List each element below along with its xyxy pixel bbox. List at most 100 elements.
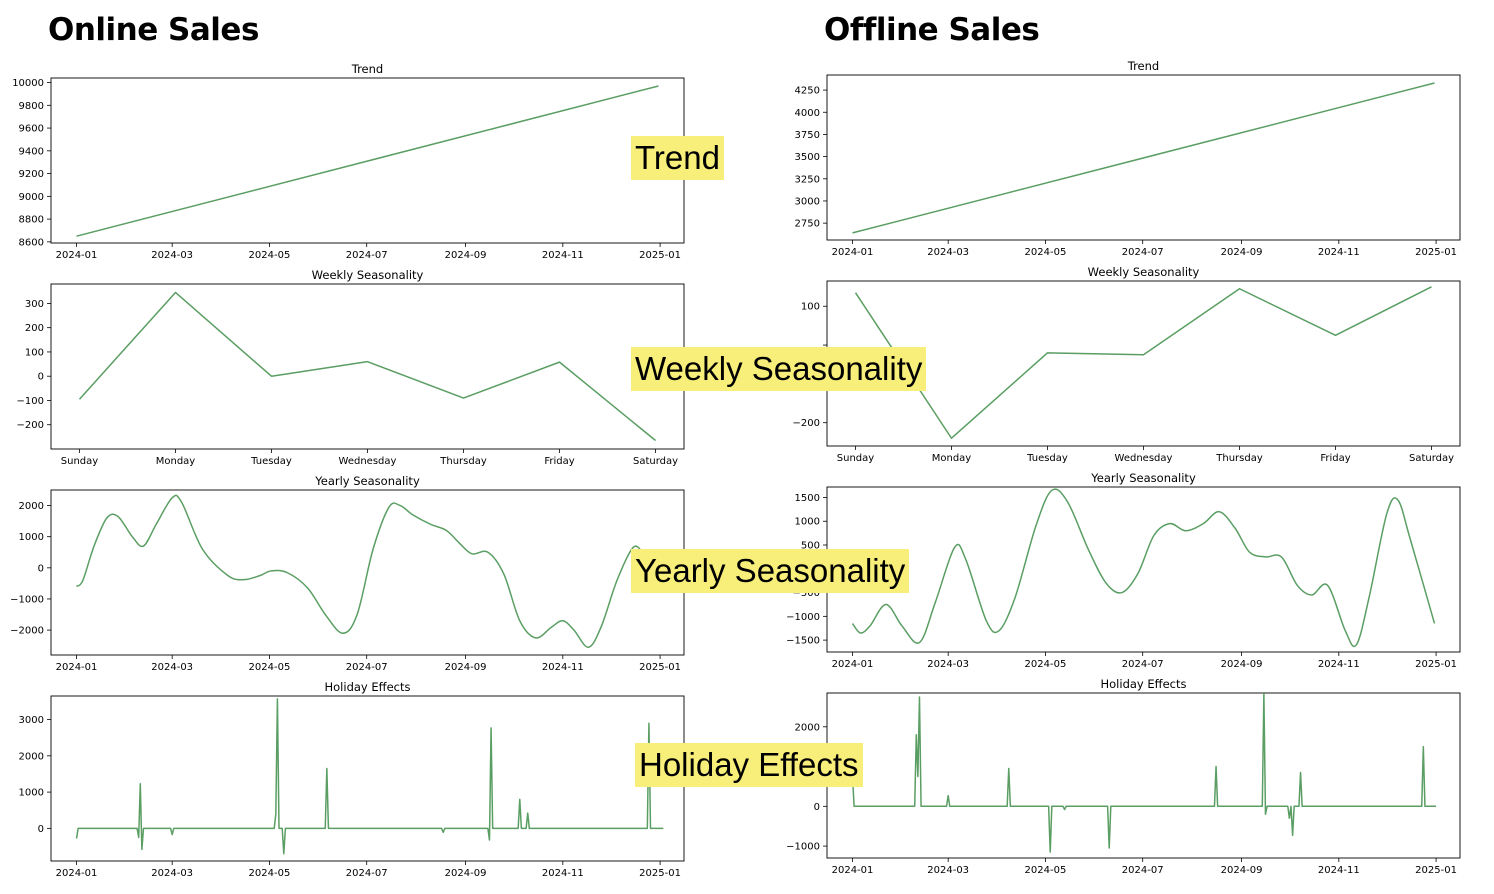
- x-tick-label: Wednesday: [1115, 453, 1173, 464]
- y-tick-label: 8600: [19, 237, 44, 248]
- x-tick-label: 2024-07: [1122, 659, 1164, 670]
- x-tick-label: 2024-01: [56, 250, 98, 261]
- y-tick-label: 1000: [795, 517, 820, 528]
- y-tick-label: −1000: [786, 842, 820, 853]
- y-tick-label: 0: [38, 824, 44, 835]
- y-tick-label: 500: [801, 541, 820, 552]
- x-tick-label: 2024-03: [151, 868, 193, 879]
- x-tick-label: 2024-03: [927, 247, 969, 258]
- x-tick-label: 2024-03: [151, 250, 193, 261]
- y-tick-label: 300: [25, 299, 44, 310]
- x-tick-label: Saturday: [633, 456, 678, 467]
- x-tick-label: 2024-09: [445, 662, 487, 673]
- series-line: [850, 693, 1437, 853]
- x-tick-label: 2024-01: [56, 868, 98, 879]
- y-tick-label: 9800: [19, 101, 44, 112]
- x-tick-label: 2025-01: [639, 662, 681, 673]
- online-holiday-chart: Holiday Effects 0 1000 2000 3000 2024-01 2024-…: [19, 680, 685, 879]
- x-tick-label: Sunday: [61, 456, 98, 467]
- chart-title: Holiday Effects: [325, 680, 411, 694]
- y-tick-label: 4250: [795, 86, 820, 97]
- plot-frame: [826, 74, 1461, 241]
- offline-holiday-chart: Holiday Effects−10000100020002024-012024…: [786, 677, 1461, 876]
- x-tick-label: 2024-05: [1025, 865, 1067, 876]
- y-tick-label: 4000: [795, 108, 820, 119]
- x-tick-label: 2024-11: [1318, 659, 1360, 670]
- y-tick-label: 2000: [19, 751, 44, 762]
- plot-frame: [50, 283, 685, 450]
- x-tick-label: 2024-05: [1025, 247, 1067, 258]
- x-tick-label: 2024-11: [542, 250, 584, 261]
- x-tick-label: Wednesday: [339, 456, 397, 467]
- chart-title: Weekly Seasonality: [1088, 265, 1200, 279]
- y-tick-label: 100: [25, 347, 44, 358]
- x-tick-label: 2024-11: [1318, 247, 1360, 258]
- series-line: [854, 286, 1432, 439]
- x-tick-label: Monday: [156, 456, 196, 467]
- y-tick-label: 10000: [12, 78, 44, 89]
- y-tick-label: 9600: [19, 124, 44, 135]
- chart-title: Holiday Effects: [1101, 677, 1187, 691]
- series-line: [76, 85, 659, 237]
- y-tick-label: 1000: [19, 532, 44, 543]
- x-tick-label: 2024-05: [249, 662, 291, 673]
- y-tick-label: 0: [38, 372, 44, 383]
- x-tick-label: 2024-03: [151, 662, 193, 673]
- x-tick-label: 2025-01: [639, 868, 681, 879]
- x-tick-label: 2024-05: [249, 250, 291, 261]
- x-tick-label: Sunday: [837, 453, 874, 464]
- series-line: [75, 494, 644, 648]
- x-tick-label: 2024-07: [1122, 247, 1164, 258]
- weekly-seasonality-callout: Weekly Seasonality: [631, 347, 927, 391]
- y-tick-label: 3000: [795, 196, 820, 207]
- x-tick-label: 2024-11: [1318, 865, 1360, 876]
- offline-trend-chart: Trend 2750 3000 3250 3500 3750 4000 4250 2024-01…: [795, 59, 1461, 258]
- x-tick-label: 2024-01: [56, 662, 98, 673]
- online-weekly-chart: Weekly Seasonality −200 −100 0 100 200 300 Sund…: [17, 268, 685, 467]
- y-tick-label: 3000: [19, 715, 44, 726]
- online-trend-chart: Trend 8600 8800 9000 9200 9400 9600 9800 10000 20…: [12, 62, 685, 261]
- x-tick-label: 2025-01: [639, 250, 681, 261]
- y-tick-label: 1000: [19, 788, 44, 799]
- x-tick-label: Saturday: [1409, 453, 1454, 464]
- y-tick-label: −500: [793, 588, 820, 599]
- y-tick-label: 2000: [795, 722, 820, 733]
- y-tick-label: 3250: [795, 174, 820, 185]
- y-tick-label: 2750: [795, 219, 820, 230]
- x-tick-label: 2024-07: [346, 250, 388, 261]
- y-tick-label: −200: [17, 420, 44, 431]
- online-sales-heading: Online Sales: [48, 12, 259, 48]
- trend-callout: Trend: [631, 136, 724, 180]
- chart-title: Trend: [1127, 59, 1159, 73]
- x-tick-label: 2025-01: [1415, 247, 1457, 258]
- y-tick-label: 9400: [19, 146, 44, 157]
- y-tick-label: 200: [25, 323, 44, 334]
- y-tick-label: 9000: [19, 192, 44, 203]
- y-tick-label: −1500: [786, 636, 820, 647]
- x-tick-label: 2024-01: [832, 659, 874, 670]
- plot-frame: [826, 486, 1461, 653]
- y-tick-label: 0: [38, 563, 44, 574]
- x-tick-label: 2024-11: [542, 662, 584, 673]
- x-tick-label: Thursday: [1215, 453, 1263, 464]
- y-tick-label: −100: [17, 396, 44, 407]
- x-tick-label: 2024-03: [927, 659, 969, 670]
- x-tick-label: 2024-09: [445, 250, 487, 261]
- plot-frame: [50, 695, 685, 862]
- x-tick-label: Friday: [544, 456, 574, 467]
- x-tick-label: 2024-07: [1122, 865, 1164, 876]
- x-tick-label: 2024-01: [832, 865, 874, 876]
- yearly-seasonality-callout: Yearly Seasonality: [631, 549, 910, 593]
- x-tick-label: 2024-03: [927, 865, 969, 876]
- x-tick-label: 2024-11: [542, 868, 584, 879]
- chart-title: Yearly Seasonality: [314, 474, 420, 488]
- x-tick-label: 2024-09: [445, 868, 487, 879]
- y-tick-label: 0: [814, 802, 820, 813]
- y-tick-label: 100: [801, 302, 820, 313]
- y-tick-label: −1000: [10, 594, 44, 605]
- x-tick-label: 2024-09: [1221, 659, 1263, 670]
- y-tick-label: −200: [793, 418, 820, 429]
- x-tick-label: 2024-01: [832, 247, 874, 258]
- offline-sales-heading: Offline Sales: [824, 12, 1040, 48]
- x-tick-label: 2025-01: [1415, 865, 1457, 876]
